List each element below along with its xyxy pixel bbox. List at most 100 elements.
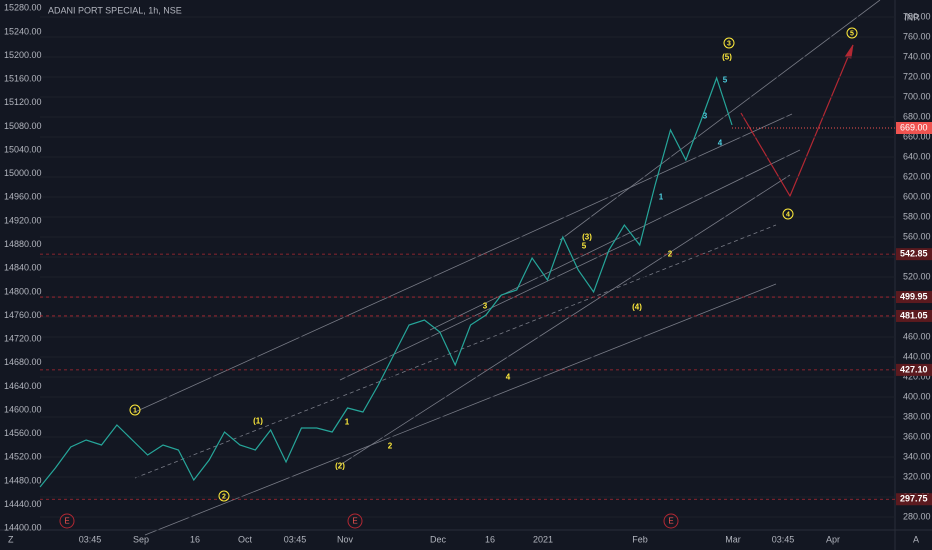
y-tick-label: 400.00 (903, 391, 931, 401)
x-tick-label: 03:45 (79, 534, 102, 544)
wave-label: 5 (850, 30, 854, 37)
chart-title: ADANI PORT SPECIAL, 1h, NSE (48, 5, 182, 15)
level-label: 542.85 (900, 249, 928, 259)
y-tick-label: 420.00 (903, 371, 931, 381)
y-tick-label: 700.00 (903, 91, 931, 101)
y2-tick-label: 14640.00 (4, 381, 42, 391)
currency: INR (904, 12, 920, 22)
x-tick-label: 03:45 (772, 534, 795, 544)
event-marker (663, 513, 679, 529)
y2-tick-label: 14800.00 (4, 286, 42, 296)
y2-tick-label: 15000.00 (4, 168, 42, 178)
event-label: E (668, 517, 673, 526)
y-tick-label: 600.00 (903, 191, 931, 201)
level-tag (896, 309, 932, 322)
y-tick-label: 320.00 (903, 471, 931, 481)
wave-circle (723, 37, 735, 49)
wave-label: (1) (253, 417, 263, 426)
x-tick-label: Apr (826, 534, 840, 544)
y2-tick-label: 15280.00 (4, 3, 42, 13)
wave-label: 1 (133, 407, 137, 414)
wave-circle (129, 404, 141, 416)
y-tick-label: 780.00 (903, 11, 931, 21)
level-tag (896, 248, 932, 261)
y2-tick-label: 14720.00 (4, 334, 42, 344)
y-tick-label: 580.00 (903, 211, 931, 221)
y2-tick-label: 14920.00 (4, 215, 42, 225)
event-marker (347, 513, 363, 529)
y2-tick-label: 15200.00 (4, 50, 42, 60)
x-tick-label: Sep (133, 534, 149, 544)
y2-tick-label: 14880.00 (4, 239, 42, 249)
wave-label: 2 (222, 493, 226, 500)
wave-label: (5) (722, 53, 732, 62)
x-tick-label: Dec (430, 534, 447, 544)
wave-label: 3 (727, 40, 731, 47)
y-tick-label: 640.00 (903, 151, 931, 161)
y2-tick-label: 14680.00 (4, 357, 42, 367)
y-tick-label: 380.00 (903, 411, 931, 421)
wave-label: 5 (582, 242, 587, 251)
y-tick-label: 560.00 (903, 231, 931, 241)
x-tick-label: 2021 (533, 534, 553, 544)
y2-tick-label: 14960.00 (4, 192, 42, 202)
wave-circle (782, 208, 794, 220)
wave-circle (846, 27, 858, 39)
wave-label: 4 (506, 373, 511, 382)
event-marker (59, 513, 75, 529)
wave-label: 5 (723, 76, 728, 85)
y-tick-label: 680.00 (903, 111, 931, 121)
y-tick-label: 280.00 (903, 511, 931, 521)
wave-label: (3) (582, 233, 592, 242)
y2-tick-label: 14840.00 (4, 263, 42, 273)
event-label: E (352, 517, 357, 526)
y2-tick-label: 15120.00 (4, 97, 42, 107)
y-tick-label: 660.00 (903, 131, 931, 141)
y2-tick-label: 14480.00 (4, 475, 42, 485)
y-tick-label: 440.00 (903, 351, 931, 361)
y-tick-label: 740.00 (903, 51, 931, 61)
y-tick-label: 760.00 (903, 31, 931, 41)
wave-circle (218, 490, 230, 502)
y-tick-label: 340.00 (903, 451, 931, 461)
y2-tick-label: 15240.00 (4, 26, 42, 36)
level-label: 297.75 (900, 494, 928, 504)
y-tick-label: 520.00 (903, 271, 931, 281)
wave-label: 1 (659, 193, 664, 202)
last-price-label: 669.00 (900, 122, 928, 132)
level-tag (896, 493, 932, 506)
wave-label: 4 (718, 139, 723, 148)
level-label: 481.05 (900, 310, 928, 320)
x-tick-label: Feb (632, 534, 648, 544)
y2-tick-label: 14400.00 (4, 523, 42, 533)
x-tick-label: Oct (238, 534, 253, 544)
last-price-tag (896, 122, 932, 134)
y2-tick-label: 14440.00 (4, 499, 42, 509)
tz-icon[interactable]: Z (8, 534, 14, 544)
y-tick-label: 720.00 (903, 71, 931, 81)
y-tick-label: 360.00 (903, 431, 931, 441)
wave-label: 4 (786, 211, 790, 218)
y2-tick-label: 14760.00 (4, 310, 42, 320)
y2-tick-label: 15080.00 (4, 121, 42, 131)
wave-label: (4) (632, 303, 642, 312)
x-tick-label: 03:45 (284, 534, 307, 544)
y2-tick-label: 15160.00 (4, 74, 42, 84)
wave-label: 1 (345, 418, 350, 427)
level-label: 427.10 (900, 364, 928, 374)
wave-label: 2 (388, 442, 393, 451)
y2-tick-label: 15040.00 (4, 144, 42, 154)
x-tick-label: Nov (337, 534, 354, 544)
level-tag (896, 363, 932, 376)
wave-label: (2) (335, 462, 345, 471)
level-tag (896, 291, 932, 304)
wave-label: 3 (483, 302, 488, 311)
level-label: 499.95 (900, 291, 928, 301)
y2-tick-label: 14560.00 (4, 428, 42, 438)
y2-tick-label: 14600.00 (4, 404, 42, 414)
y2-tick-label: 14520.00 (4, 452, 42, 462)
wave-label: 2 (668, 250, 673, 259)
auto-icon[interactable]: A (913, 534, 919, 544)
